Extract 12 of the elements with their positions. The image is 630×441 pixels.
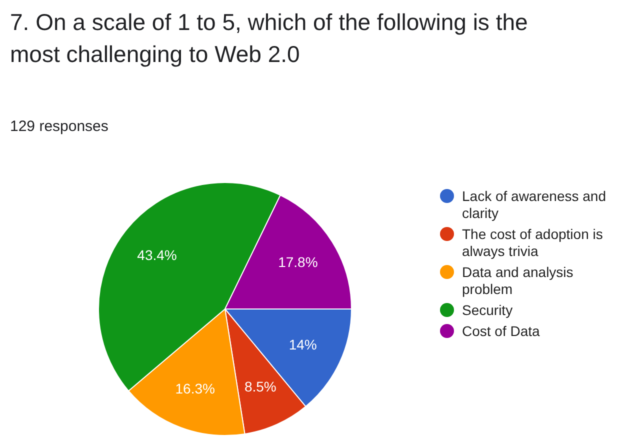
data-label: 17.8% xyxy=(278,254,318,270)
data-label: 8.5% xyxy=(244,378,276,394)
legend-label: The cost of adoption is always trivia xyxy=(462,226,604,260)
legend-label: Lack of awareness and clarity xyxy=(462,188,607,222)
legend-label: Data and analysis problem xyxy=(462,264,574,298)
legend-label: Cost of Data xyxy=(462,323,540,340)
data-label: 14% xyxy=(288,336,317,352)
chart-title: 7. On a scale of 1 to 5, which of the following is the most challenging to Web 2.0 xyxy=(10,8,529,69)
data-label: 16.3% xyxy=(175,380,215,397)
legend-label: Security xyxy=(462,302,513,319)
chart-subtitle: 129 responses xyxy=(10,118,108,135)
data-label: 43.4% xyxy=(137,247,177,264)
